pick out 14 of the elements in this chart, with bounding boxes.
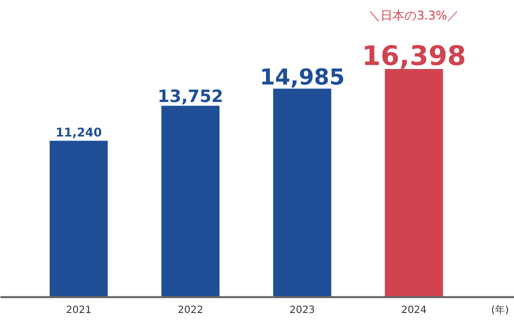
x-tick-label: 2024 (401, 305, 427, 316)
data-label: 16,398 (362, 40, 466, 72)
bar (273, 88, 332, 298)
x-tick-label: 2021 (66, 305, 92, 316)
x-axis-title: (年) (491, 304, 510, 316)
x-tick-label: 2023 (289, 305, 315, 316)
data-label: 13,752 (158, 86, 224, 107)
x-tick-label: 2022 (178, 305, 204, 316)
data-label: 14,985 (260, 66, 345, 91)
bar (161, 106, 220, 298)
bar (384, 68, 443, 298)
data-label: 11,240 (56, 126, 102, 140)
text: ＼日本の3.3%／ (368, 8, 460, 22)
bar (50, 140, 108, 298)
